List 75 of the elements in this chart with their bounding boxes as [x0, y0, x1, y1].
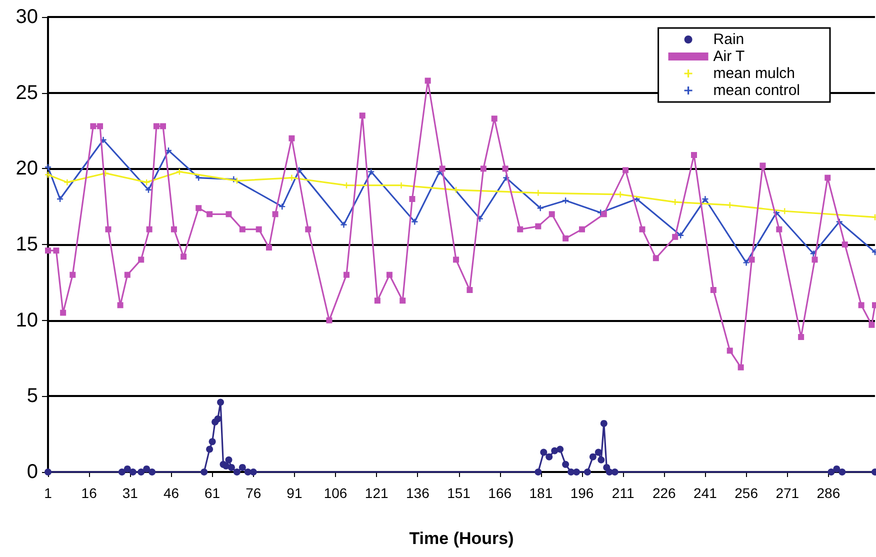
point: [838, 468, 846, 476]
point: [833, 465, 840, 472]
point: [64, 179, 70, 186]
x-tick-label: 181: [529, 485, 553, 501]
point: [148, 468, 156, 476]
x-tick-label: 61: [204, 485, 220, 501]
x-axis-title: Time (Hours): [409, 529, 514, 548]
point: [206, 446, 214, 453]
y-tick-label: 25: [16, 82, 38, 104]
point: [208, 438, 216, 446]
point: [617, 191, 624, 198]
x-tick-label: 1: [44, 485, 52, 501]
point: [573, 468, 580, 476]
point: [828, 468, 835, 476]
legend-label: Rain: [713, 31, 744, 48]
point: [138, 468, 145, 476]
legend-label: mean control: [713, 82, 800, 99]
point: [214, 415, 222, 422]
point: [600, 420, 608, 427]
legend-label: mean mulch: [713, 65, 795, 82]
y-tick-label: 30: [16, 6, 38, 28]
point: [143, 465, 150, 472]
x-tick-label: 286: [816, 485, 840, 501]
x-tick-label: 226: [652, 485, 676, 501]
x-tick-label: 211: [612, 485, 634, 501]
point: [556, 446, 564, 453]
point: [412, 218, 418, 225]
point: [250, 468, 257, 476]
y-tick-label: 15: [16, 234, 38, 256]
point: [238, 464, 246, 471]
point: [540, 448, 548, 456]
x-tick-label: 76: [246, 485, 262, 501]
point: [340, 222, 347, 228]
x-tick-label: 121: [364, 485, 388, 501]
point: [225, 456, 232, 464]
point: [45, 172, 51, 178]
point: [598, 456, 605, 464]
point: [589, 453, 596, 460]
x-tick-label: 16: [81, 485, 98, 501]
point: [129, 468, 136, 476]
x-tick-label: 151: [447, 485, 471, 501]
x-tick-label: 106: [324, 485, 348, 501]
x-tick-label: 91: [286, 485, 302, 501]
point: [124, 465, 131, 472]
point: [233, 468, 240, 476]
x-tick-label: 166: [488, 485, 512, 501]
point: [743, 260, 750, 266]
point: [176, 168, 182, 175]
point: [534, 468, 542, 476]
point: [594, 448, 602, 456]
point: [562, 460, 570, 468]
x-tick-label: 256: [734, 485, 758, 501]
point: [702, 196, 708, 202]
y-tick-label: 5: [26, 385, 38, 408]
point: [217, 398, 224, 406]
y-tick-label: 0: [26, 461, 38, 483]
point: [546, 453, 553, 460]
point: [368, 168, 374, 175]
x-tick-label: 46: [163, 485, 180, 501]
point: [228, 464, 235, 471]
x-tick-label: 136: [406, 485, 430, 501]
point: [288, 174, 295, 181]
point: [234, 178, 240, 184]
point: [144, 179, 150, 186]
point: [118, 468, 126, 476]
y-tick-label: 20: [16, 158, 38, 180]
y-tick-label: 10: [16, 309, 38, 332]
legend-label: Air T: [713, 48, 745, 65]
point: [200, 468, 208, 476]
x-tick-label: 271: [776, 485, 800, 501]
point: [611, 468, 618, 476]
x-tick-label: 31: [122, 485, 138, 501]
x-tick-label: 196: [570, 485, 594, 501]
x-tick-label: 241: [694, 485, 718, 501]
point: [584, 468, 591, 476]
